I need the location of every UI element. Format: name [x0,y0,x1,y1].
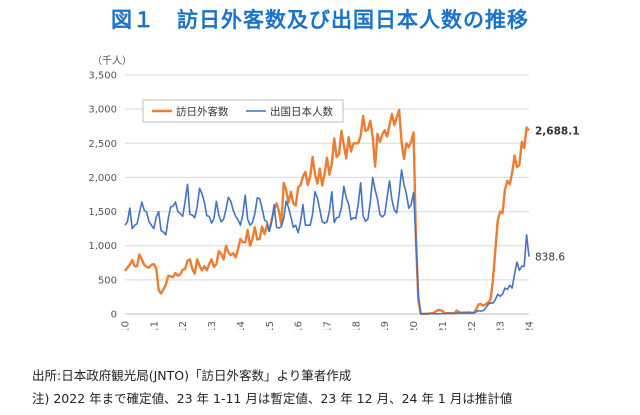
line-chart: 0 500 1,000 1,500 2,000 2,500 3,000 3,500 （千人） 2… [88,55,580,330]
legend: 訪日外客数 出国日本人数 [142,99,344,123]
legend-label: 出国日本人数 [270,105,333,118]
x-tick-label: 2016 [294,321,305,330]
y-tick-label: 2,500 [88,139,117,150]
y-tick-label: 0 [111,310,117,321]
x-tick-label: 2012 [178,321,189,330]
x-tick-label: 2023 [496,321,507,330]
x-tick-label: 2013 [207,321,218,330]
y-tick-label: 3,500 [88,71,117,82]
x-tick-label: 2018 [351,321,362,330]
y-tick-label: 3,000 [88,105,117,116]
x-tick-label: 2011 [149,321,160,330]
legend-box [142,99,344,123]
figure-title: 図１ 訪日外客数及び出国日本人数の推移 [111,8,529,32]
source-note: 出所:日本政府観光局(JNTO)「訪日外客数」より筆者作成 [32,368,352,383]
x-tick-label: 2015 [265,321,276,330]
x-tick-label: 2021 [438,321,449,330]
x-axis: 2010 2011 2012 2013 2014 2015 2016 2017 2018 2019… [121,321,536,330]
x-tick-label: 2019 [380,321,391,330]
x-tick-label: 2024 [525,321,536,330]
end-label-visitors: 2,688.1 [535,125,580,137]
legend-label: 訪日外客数 [176,105,229,118]
series-layer [124,108,530,316]
y-tick-label: 1,500 [88,207,117,218]
x-tick-label: 2020 [409,321,420,330]
footnote: 注) 2022 年まで確定値、23 年 1-11 月は暫定値、23 年 12 月… [32,391,513,406]
y-axis: 0 500 1,000 1,500 2,000 2,500 3,000 3,500 （千人） [88,55,132,321]
series-line-outbound [124,169,530,315]
y-tick-label: 2,000 [88,173,117,184]
x-tick-label: 2014 [236,321,247,330]
x-tick-label: 2010 [121,321,132,330]
y-unit-label: （千人） [92,55,132,67]
end-labels: 2,688.1 838.6 [535,125,580,263]
x-tick-label: 2022 [467,321,478,330]
x-tick-label: 2017 [323,321,334,330]
y-tick-label: 500 [98,275,117,286]
end-label-outbound: 838.6 [535,252,565,264]
y-tick-label: 1,000 [88,241,117,252]
